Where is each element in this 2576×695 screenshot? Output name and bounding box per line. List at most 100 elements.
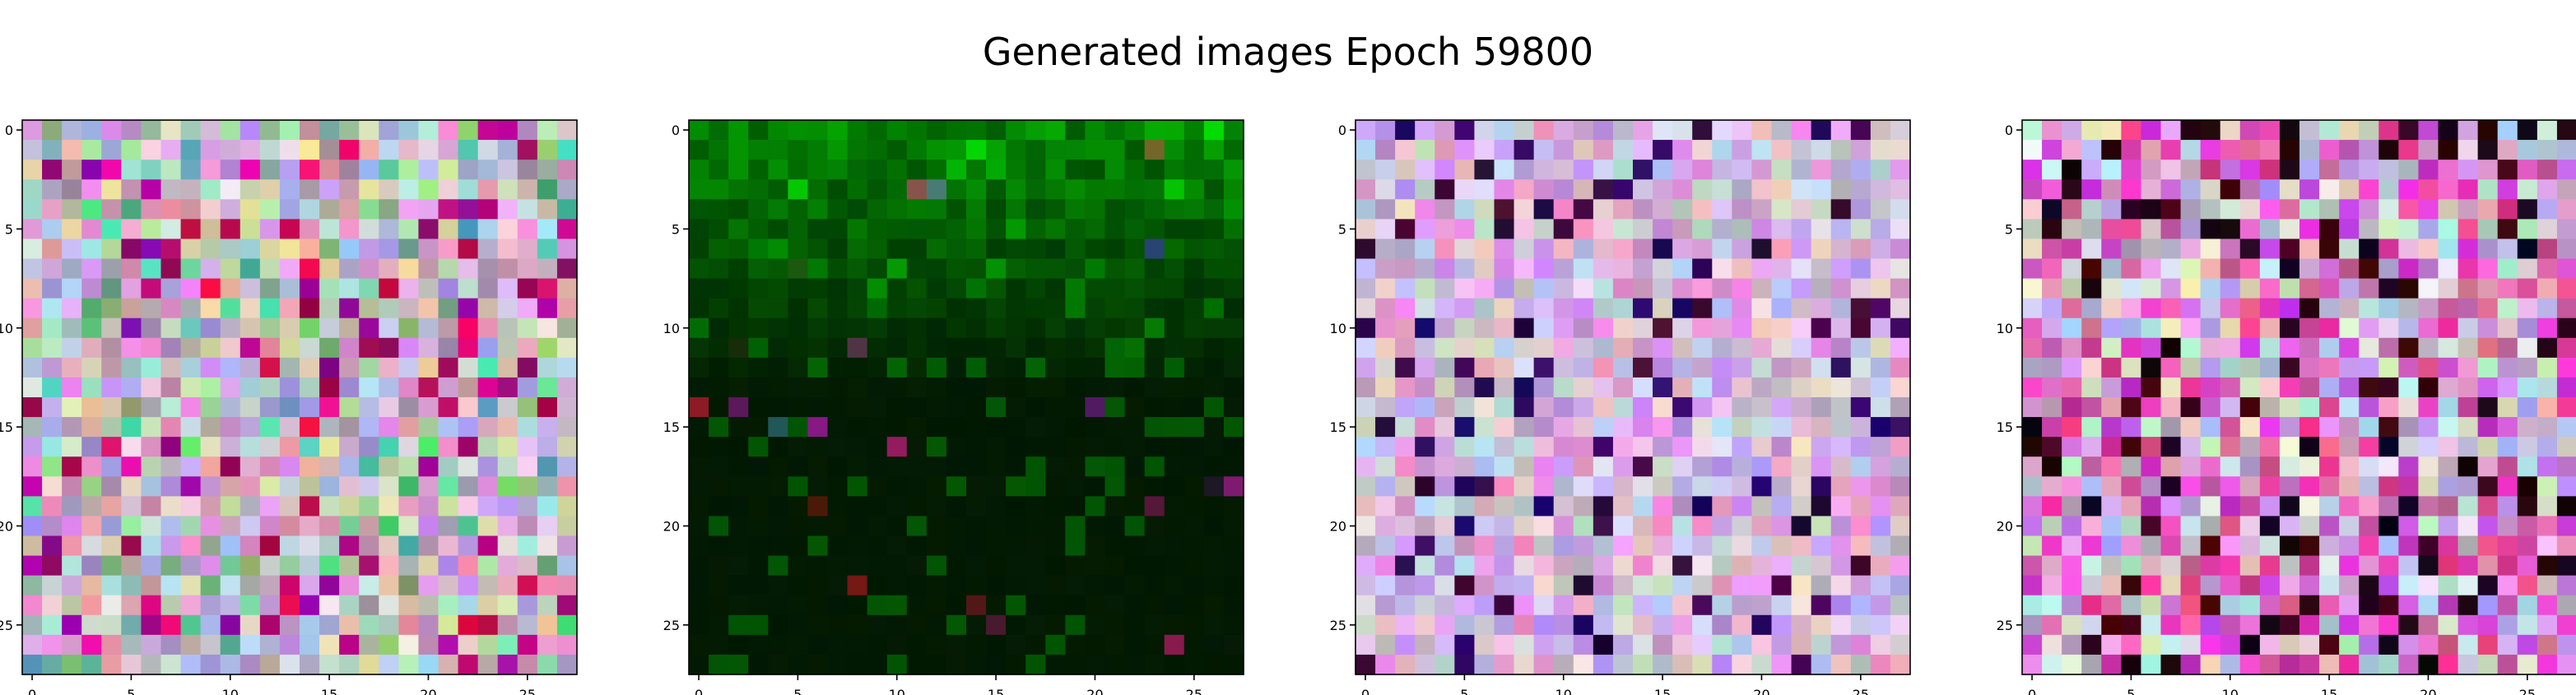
- pixel-cell: [1633, 298, 1653, 319]
- pixel-cell: [2062, 595, 2082, 616]
- pixel-cell: [1771, 357, 1793, 378]
- pixel-cell: [537, 595, 558, 616]
- pixel-cell: [1434, 575, 1455, 596]
- pixel-cell: [121, 160, 142, 180]
- pixel-cell: [2556, 140, 2576, 160]
- pixel-cell: [2497, 258, 2518, 280]
- pixel-cell: [379, 258, 399, 280]
- pixel-cell: [2359, 575, 2379, 596]
- pixel-cell: [2279, 298, 2300, 319]
- pixel-cell: [1672, 535, 1693, 557]
- pixel-cell: [497, 377, 518, 398]
- pixel-cell: [1355, 516, 1376, 537]
- pixel-cell: [1712, 496, 1732, 517]
- pixel-cell: [1104, 614, 1126, 636]
- pixel-cell: [1771, 179, 1793, 200]
- pixel-cell: [2497, 140, 2518, 160]
- pixel-cell: [2042, 634, 2062, 656]
- pixel-cell: [1830, 278, 1852, 299]
- pixel-cell: [81, 535, 102, 557]
- pixel-cell: [1144, 614, 1165, 636]
- pixel-cell: [1494, 120, 1515, 141]
- pixel-cell: [2141, 377, 2162, 398]
- pixel-cell: [1514, 140, 1535, 160]
- pixel-cell: [379, 456, 399, 477]
- pixel-cell: [2180, 496, 2202, 517]
- pixel-cell: [1065, 160, 1086, 180]
- pixel-cell: [2259, 634, 2281, 656]
- pixel-cell: [1870, 535, 1891, 557]
- pixel-cell: [477, 614, 499, 636]
- pixel-cell: [689, 120, 709, 141]
- pixel-cell: [200, 298, 221, 319]
- pixel-cell: [2299, 476, 2320, 497]
- pixel-cell: [62, 239, 82, 260]
- pixel-cell: [2160, 337, 2182, 359]
- pixel-cell: [279, 397, 300, 418]
- pixel-cell: [1712, 199, 1732, 220]
- pixel-cell: [22, 614, 43, 636]
- pixel-cell: [2279, 377, 2300, 398]
- pixel-cell: [2062, 278, 2082, 299]
- pixel-cell: [418, 160, 439, 180]
- pixel-cell: [1065, 496, 1086, 517]
- pixel-cell: [709, 476, 729, 497]
- pixel-cell: [1355, 555, 1376, 577]
- pixel-cell: [2556, 634, 2576, 656]
- pixel-cell: [2022, 120, 2043, 141]
- pixel-cell: [418, 298, 439, 319]
- pixel-cell: [1732, 357, 1753, 378]
- pixel-cell: [1890, 337, 1911, 359]
- pixel-cell: [1692, 179, 1713, 200]
- pixel-cell: [966, 437, 987, 457]
- pixel-cell: [2081, 219, 2102, 240]
- pixel-cell: [2556, 397, 2576, 418]
- pixel-cell: [319, 179, 340, 200]
- pixel-cell: [1203, 357, 1225, 378]
- pixel-cell: [946, 298, 967, 319]
- pixel-cell: [847, 654, 868, 675]
- pixel-cell: [1104, 140, 1126, 160]
- pixel-cell: [2299, 140, 2320, 160]
- pixel-cell: [886, 239, 908, 260]
- pixel-cell: [220, 516, 241, 537]
- pixel-cell: [1830, 160, 1852, 180]
- pixel-cell: [1633, 595, 1653, 616]
- pixel-cell: [946, 219, 967, 240]
- pixel-cell: [2418, 614, 2439, 636]
- pixel-cell: [2378, 516, 2399, 537]
- pixel-cell: [180, 120, 202, 141]
- pixel-cell: [1850, 614, 1872, 636]
- pixel-cell: [1514, 160, 1535, 180]
- pixel-cell: [418, 337, 439, 359]
- pixel-cell: [2359, 179, 2379, 200]
- pixel-cell: [537, 476, 558, 497]
- pixel-cell: [1830, 535, 1852, 557]
- pixel-grid: [2022, 120, 2576, 675]
- pixel-cell: [2299, 496, 2320, 517]
- pixel-cell: [2180, 654, 2202, 675]
- pixel-cell: [2457, 258, 2479, 280]
- pixel-cell: [81, 417, 102, 438]
- pixel-cell: [2556, 298, 2576, 319]
- pixel-cell: [339, 555, 360, 577]
- pixel-cell: [906, 219, 928, 240]
- pixel-cell: [1830, 476, 1852, 497]
- pixel-cell: [807, 377, 829, 398]
- pixel-cell: [180, 555, 202, 577]
- pixel-cell: [1771, 654, 1793, 675]
- pixel-cell: [1751, 179, 1773, 200]
- pixel-cell: [946, 654, 967, 675]
- pixel-cell: [2418, 575, 2439, 596]
- pixel-cell: [2022, 575, 2043, 596]
- pixel-cell: [418, 437, 439, 457]
- pixel-cell: [2279, 337, 2300, 359]
- pixel-cell: [220, 337, 241, 359]
- pixel-cell: [926, 199, 947, 220]
- pixel-cell: [2438, 140, 2459, 160]
- pixel-cell: [2398, 614, 2420, 636]
- pixel-cell: [1732, 337, 1753, 359]
- pixel-cell: [259, 654, 281, 675]
- pixel-cell: [2556, 476, 2576, 497]
- pixel-cell: [2200, 496, 2221, 517]
